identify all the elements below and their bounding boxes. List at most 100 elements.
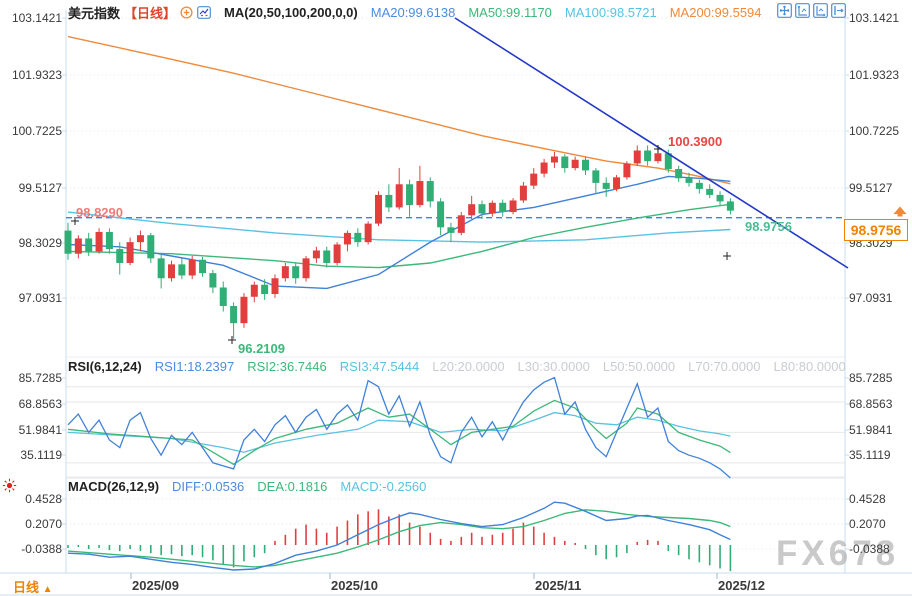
price-axis-label-right: 99.5127: [849, 181, 893, 195]
watermark: FX678: [776, 534, 900, 573]
candle-body: [168, 264, 175, 279]
candle-body: [375, 194, 382, 224]
ma-settings: MA(20,50,100,200,0,0): [224, 5, 358, 20]
price-axis-label-left: 100.7225: [11, 124, 62, 138]
pivot-cross-marker: [71, 217, 79, 225]
price-axis-label-left: 99.5127: [18, 181, 62, 195]
macd-axis-label-right: -0.0388: [849, 542, 890, 556]
candle-body: [323, 250, 331, 263]
candle-body: [457, 215, 465, 233]
swing-low-price-label: 96.2109: [238, 341, 285, 356]
time-axis-bar: 日线 ▲ 2025/09 2025/10 2025/11 2025/12: [0, 573, 912, 596]
candle-body: [157, 258, 165, 279]
pivot-cross-marker: [228, 336, 236, 344]
candle-body: [695, 182, 703, 189]
zoom-y-axis-icon[interactable]: [795, 3, 810, 18]
macd-axis-label-left: -0.0388: [21, 542, 62, 556]
descending-trendline: [454, 17, 849, 269]
candle-body: [519, 185, 527, 201]
candle-body: [281, 266, 289, 279]
candle-body: [395, 184, 403, 208]
candle-body: [623, 163, 631, 178]
macd-title: MACD(26,12,9): [68, 479, 160, 494]
macd-dea-value: DEA:0.1816: [257, 479, 328, 494]
candle-body: [416, 181, 424, 206]
price-up-arrow-icon: [893, 206, 907, 217]
candle-body: [561, 156, 569, 169]
candle-body: [188, 259, 196, 276]
candle-body: [74, 238, 82, 254]
rsi2-line: [67, 399, 731, 466]
date-label: 2025/10: [331, 578, 378, 593]
candle-body: [354, 232, 362, 243]
rsi1-value: RSI1:18.2397: [154, 359, 235, 374]
pivot-cross-marker: [654, 145, 662, 153]
candle-body: [136, 235, 144, 243]
candle-body: [406, 184, 414, 206]
candle-body: [230, 306, 238, 324]
macd-axis-label-right: 0.2070: [849, 517, 886, 531]
ma20-line: [67, 175, 731, 290]
candle-body: [333, 244, 341, 263]
candle-body: [499, 202, 507, 213]
price-axis-label-left: 101.9323: [11, 68, 62, 82]
symbol-title: 美元指数: [68, 6, 121, 21]
candle-body: [261, 284, 269, 294]
candle-body: [592, 170, 600, 183]
rsi3-value: RSI3:47.5444: [339, 359, 420, 374]
rsi-l20: L20:20.0000: [432, 359, 505, 374]
candle-body: [437, 201, 445, 228]
price-axis-label-right: 97.0931: [849, 291, 893, 305]
ma100-line: [67, 211, 731, 243]
candle-body: [250, 284, 258, 297]
period-selector[interactable]: 日线 ▲: [13, 577, 53, 596]
chart-style-icon[interactable]: [197, 6, 211, 19]
rsi-axis-label-right: 68.8563: [849, 397, 893, 411]
candle-body: [364, 223, 372, 243]
candle-body: [468, 204, 476, 216]
rsi-axis-label-left: 51.9841: [18, 423, 62, 437]
candle-body: [654, 153, 662, 162]
price-axis-label-left: 97.0931: [18, 291, 62, 305]
price-axis-label-right: 101.9323: [849, 68, 900, 82]
pan-right-icon[interactable]: [831, 3, 846, 18]
candle-body: [312, 250, 320, 259]
add-indicator-icon[interactable]: [180, 6, 193, 19]
live-indicator-sun-icon: [2, 478, 17, 493]
candle-body: [540, 162, 548, 174]
ma200-value: MA200:99.5594: [669, 5, 762, 20]
ma50-value: MA50:99.1170: [468, 5, 552, 20]
crosshair-move-icon[interactable]: [777, 3, 792, 18]
candle-body: [116, 249, 124, 263]
chart-toolbar: [777, 3, 846, 18]
last-price-label: 98.9756: [745, 219, 792, 234]
rsi-l50: L50:50.0000: [602, 359, 676, 374]
rsi-axis-label-left: 68.8563: [18, 397, 62, 411]
candle-body: [105, 231, 113, 250]
candle-body: [209, 273, 217, 288]
macd-header: MACD(26,12,9) DIFF:0.0536 DEA:0.1816 MAC…: [68, 479, 426, 494]
pivot-cross-marker: [723, 252, 731, 260]
rsi-l30: L30:30.0000: [517, 359, 590, 374]
rsi-axis-label-right: 35.1119: [849, 448, 891, 462]
candle-body: [64, 230, 72, 254]
ma20-value: MA20:99.6138: [370, 5, 456, 20]
candle-body: [85, 238, 93, 252]
axis-price-tag: 98.9756: [844, 219, 908, 241]
rsi-axis-label-left: 85.7285: [18, 371, 62, 385]
macd-diff-line: [67, 501, 731, 571]
date-label: 2025/09: [132, 578, 179, 593]
candle-body: [385, 194, 393, 208]
candle-body: [126, 242, 134, 263]
rsi-title: RSI(6,12,24): [68, 359, 142, 374]
candle-body: [664, 153, 672, 170]
macd-axis-label-left: 0.4528: [25, 492, 62, 506]
candle-body: [633, 150, 641, 164]
candle-body: [95, 231, 103, 252]
candle-body: [550, 156, 558, 163]
zoom-x-axis-icon[interactable]: [813, 3, 828, 18]
resistance-price-label: 98.8290: [76, 205, 123, 220]
candle-body: [178, 264, 186, 276]
